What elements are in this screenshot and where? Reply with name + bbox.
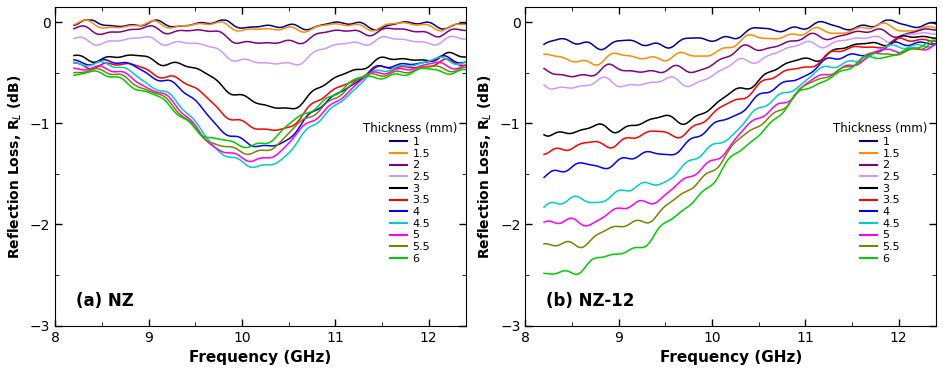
Legend: 1, 1.5, 2, 2.5, 3, 3.5, 4, 4.5, 5, 5.5, 6: 1, 1.5, 2, 2.5, 3, 3.5, 4, 4.5, 5, 5.5, …: [358, 118, 462, 268]
Y-axis label: Reflection Loss, R$_L$ (dB): Reflection Loss, R$_L$ (dB): [477, 74, 494, 259]
Y-axis label: Reflection Loss, R$_L$ (dB): Reflection Loss, R$_L$ (dB): [7, 74, 25, 259]
X-axis label: Frequency (GHz): Frequency (GHz): [659, 350, 802, 365]
X-axis label: Frequency (GHz): Frequency (GHz): [190, 350, 332, 365]
Text: (b) NZ-12: (b) NZ-12: [546, 292, 635, 310]
Text: (a) NZ: (a) NZ: [75, 292, 134, 310]
Legend: 1, 1.5, 2, 2.5, 3, 3.5, 4, 4.5, 5, 5.5, 6: 1, 1.5, 2, 2.5, 3, 3.5, 4, 4.5, 5, 5.5, …: [829, 118, 932, 268]
